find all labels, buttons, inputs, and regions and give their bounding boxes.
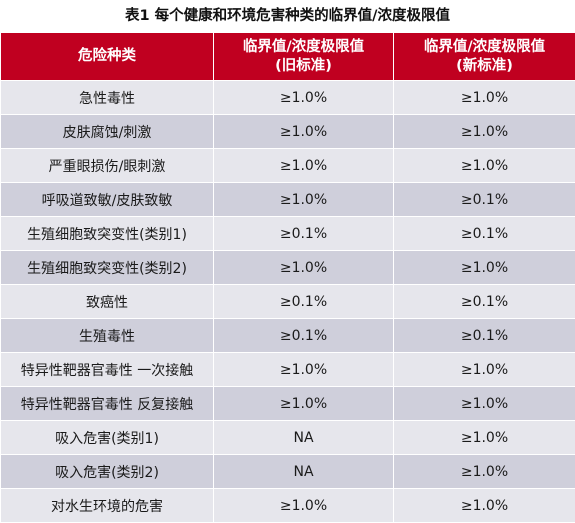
table-row: 呼吸道致敏/皮肤致敏 ≥1.0% ≥0.1% bbox=[1, 183, 575, 217]
hazard-cell: 特异性靶器官毒性 一次接触 bbox=[1, 353, 214, 387]
new-value-cell: ≥1.0% bbox=[394, 387, 575, 421]
new-value-cell: ≥0.1% bbox=[394, 285, 575, 319]
hazard-cell: 生殖细胞致突变性(类别1) bbox=[1, 217, 214, 251]
hazard-cell: 生殖细胞致突变性(类别2) bbox=[1, 251, 214, 285]
new-value-cell: ≥1.0% bbox=[394, 455, 575, 489]
old-value-cell: ≥1.0% bbox=[214, 387, 394, 421]
new-value-cell: ≥1.0% bbox=[394, 489, 575, 523]
header-hazard-class: 危险种类 bbox=[1, 33, 214, 81]
hazard-cell: 吸入危害(类别1) bbox=[1, 421, 214, 455]
old-value-cell: ≥0.1% bbox=[214, 319, 394, 353]
old-value-cell: ≥1.0% bbox=[214, 353, 394, 387]
new-value-cell: ≥1.0% bbox=[394, 149, 575, 183]
table-row: 致癌性 ≥0.1% ≥0.1% bbox=[1, 285, 575, 319]
hazard-cell: 致癌性 bbox=[1, 285, 214, 319]
new-value-cell: ≥1.0% bbox=[394, 115, 575, 149]
hazard-cell: 生殖毒性 bbox=[1, 319, 214, 353]
table-body: 急性毒性 ≥1.0% ≥1.0% 皮肤腐蚀/刺激 ≥1.0% ≥1.0% 严重眼… bbox=[1, 81, 575, 523]
table-header-row: 危险种类 临界值/浓度极限值 (旧标准) 临界值/浓度极限值 (新标准) bbox=[1, 33, 575, 81]
table-row: 生殖毒性 ≥0.1% ≥0.1% bbox=[1, 319, 575, 353]
old-value-cell: NA bbox=[214, 421, 394, 455]
old-value-cell: NA bbox=[214, 455, 394, 489]
new-value-cell: ≥1.0% bbox=[394, 353, 575, 387]
old-value-cell: ≥0.1% bbox=[214, 217, 394, 251]
table-row: 特异性靶器官毒性 反复接触 ≥1.0% ≥1.0% bbox=[1, 387, 575, 421]
table-caption: 表1 每个健康和环境危害种类的临界值/浓度极限值 bbox=[0, 0, 575, 32]
new-value-cell: ≥0.1% bbox=[394, 319, 575, 353]
hazard-cell: 皮肤腐蚀/刺激 bbox=[1, 115, 214, 149]
hazard-cell: 呼吸道致敏/皮肤致敏 bbox=[1, 183, 214, 217]
header-new-line2: (新标准) bbox=[394, 57, 575, 76]
header-old-standard: 临界值/浓度极限值 (旧标准) bbox=[214, 33, 394, 81]
table-row: 急性毒性 ≥1.0% ≥1.0% bbox=[1, 81, 575, 115]
hazard-cell: 特异性靶器官毒性 反复接触 bbox=[1, 387, 214, 421]
table-row: 吸入危害(类别1) NA ≥1.0% bbox=[1, 421, 575, 455]
old-value-cell: ≥0.1% bbox=[214, 285, 394, 319]
table-row: 皮肤腐蚀/刺激 ≥1.0% ≥1.0% bbox=[1, 115, 575, 149]
old-value-cell: ≥1.0% bbox=[214, 81, 394, 115]
table-row: 对水生环境的危害 ≥1.0% ≥1.0% bbox=[1, 489, 575, 523]
table-row: 生殖细胞致突变性(类别2) ≥1.0% ≥1.0% bbox=[1, 251, 575, 285]
table-row: 特异性靶器官毒性 一次接触 ≥1.0% ≥1.0% bbox=[1, 353, 575, 387]
hazard-cell: 对水生环境的危害 bbox=[1, 489, 214, 523]
new-value-cell: ≥1.0% bbox=[394, 251, 575, 285]
old-value-cell: ≥1.0% bbox=[214, 115, 394, 149]
new-value-cell: ≥1.0% bbox=[394, 81, 575, 115]
table-row: 吸入危害(类别2) NA ≥1.0% bbox=[1, 455, 575, 489]
header-old-line2: (旧标准) bbox=[214, 57, 393, 76]
new-value-cell: ≥0.1% bbox=[394, 217, 575, 251]
new-value-cell: ≥0.1% bbox=[394, 183, 575, 217]
hazard-cell: 吸入危害(类别2) bbox=[1, 455, 214, 489]
old-value-cell: ≥1.0% bbox=[214, 183, 394, 217]
header-new-line1: 临界值/浓度极限值 bbox=[394, 38, 575, 57]
table-row: 生殖细胞致突变性(类别1) ≥0.1% ≥0.1% bbox=[1, 217, 575, 251]
old-value-cell: ≥1.0% bbox=[214, 149, 394, 183]
old-value-cell: ≥1.0% bbox=[214, 489, 394, 523]
hazard-cell: 严重眼损伤/眼刺激 bbox=[1, 149, 214, 183]
old-value-cell: ≥1.0% bbox=[214, 251, 394, 285]
hazard-threshold-table: 危险种类 临界值/浓度极限值 (旧标准) 临界值/浓度极限值 (新标准) 急性毒… bbox=[0, 32, 575, 523]
header-old-line1: 临界值/浓度极限值 bbox=[214, 38, 393, 57]
hazard-cell: 急性毒性 bbox=[1, 81, 214, 115]
table-row: 严重眼损伤/眼刺激 ≥1.0% ≥1.0% bbox=[1, 149, 575, 183]
header-new-standard: 临界值/浓度极限值 (新标准) bbox=[394, 33, 575, 81]
new-value-cell: ≥1.0% bbox=[394, 421, 575, 455]
